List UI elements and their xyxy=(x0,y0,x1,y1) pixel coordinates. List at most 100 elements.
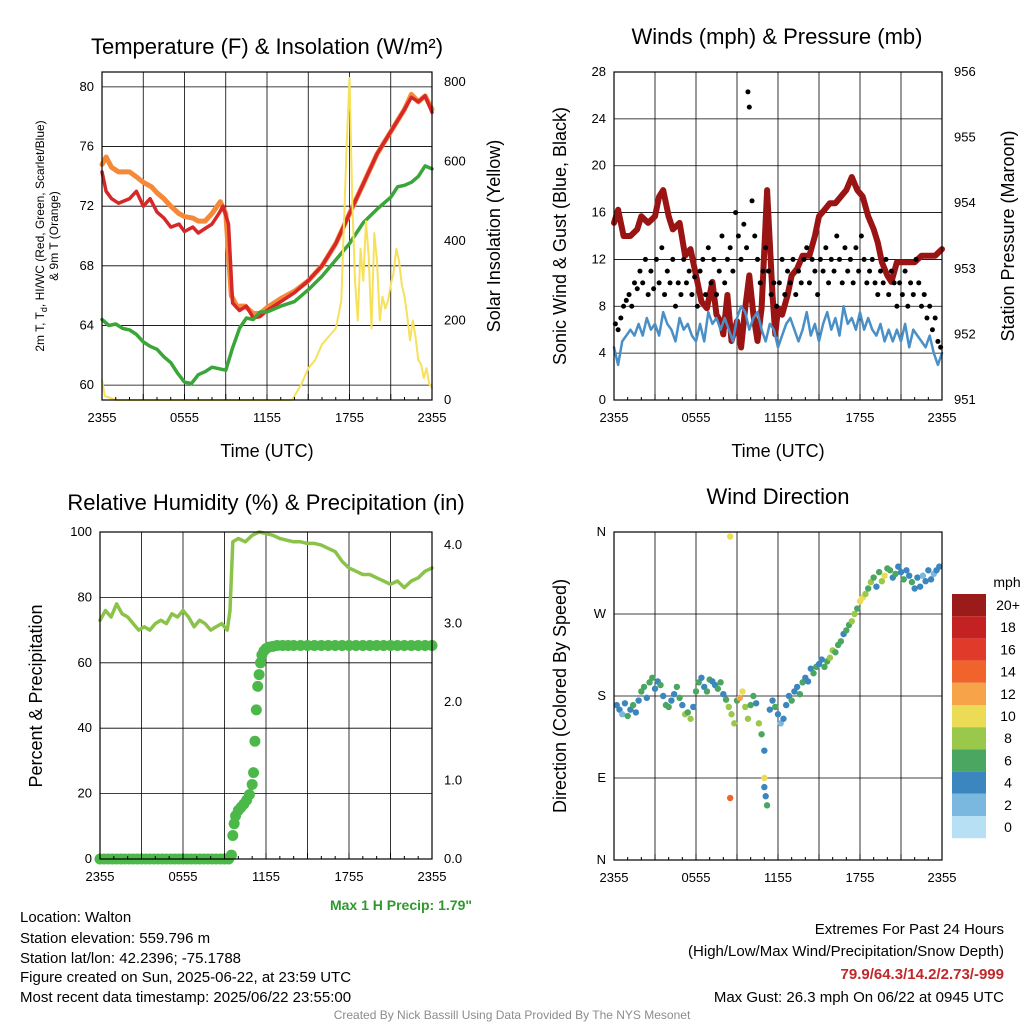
direction-point xyxy=(862,590,869,598)
temp-ylabel: 2m T, Td, HI/WC (Red, Green, Scarlet/Blu… xyxy=(33,120,49,351)
gust-point xyxy=(662,292,668,298)
gust-point xyxy=(642,256,648,262)
precip-point xyxy=(253,669,265,681)
rh-panel: Relative Humidity (%) & Precipitation (i… xyxy=(26,490,472,913)
precip-point xyxy=(249,735,261,747)
y2-tick-label: 400 xyxy=(444,233,466,248)
x-tick-label: 0555 xyxy=(170,410,199,425)
x-tick-label: 2355 xyxy=(86,869,115,884)
y-tick-label: N xyxy=(597,524,606,539)
direction-point xyxy=(758,731,765,738)
gust-point xyxy=(632,280,637,286)
gust-point xyxy=(618,315,624,321)
direction-point xyxy=(632,709,640,716)
gust-point xyxy=(817,256,823,262)
direction-point xyxy=(848,618,855,625)
gust-point xyxy=(694,303,700,309)
gust-point xyxy=(771,280,777,286)
extremes-gust: Max Gust: 26.3 mph On 06/22 at 0945 UTC xyxy=(714,989,1004,1006)
legend-label: 12 xyxy=(1000,686,1016,702)
direction-point xyxy=(670,690,678,698)
wind-grid xyxy=(614,71,942,401)
direction-point xyxy=(752,700,760,707)
direction-point xyxy=(878,578,886,585)
extremes-heading: Extremes For Past 24 Hours xyxy=(815,921,1004,938)
gust-point xyxy=(681,256,687,262)
y-tick-label: 0 xyxy=(599,392,606,407)
gust-point xyxy=(711,256,717,262)
direction-point xyxy=(810,670,817,677)
temp-ylabel-part1: 2m T, T xyxy=(33,311,47,351)
gust-point xyxy=(683,280,689,286)
temp-grid xyxy=(102,72,432,400)
legend-label: 2 xyxy=(1004,797,1012,813)
gust-point xyxy=(828,256,834,262)
gust-point xyxy=(716,268,722,274)
rh-plot-area xyxy=(94,530,438,865)
gust-point xyxy=(744,245,750,251)
gust-point xyxy=(760,268,766,274)
gust-point xyxy=(738,256,744,262)
gust-point xyxy=(763,245,769,251)
gust-point xyxy=(801,256,807,262)
gust-point xyxy=(812,268,818,274)
gust-point xyxy=(651,286,657,292)
y2-tick-label: 3.0 xyxy=(444,616,462,631)
temp-ylabel-part1b: , HI/WC (Red, Green, Scarlet/Blue) xyxy=(33,120,47,307)
direction-point xyxy=(640,683,648,691)
rh-ticks: 2355 0555 1155 1755 2355 0 20 40 60 80 100 0.0 1.0 2.… xyxy=(70,524,462,884)
gust-point xyxy=(809,256,815,262)
extremes-values: 79.9/64.3/14.2/2.73/-999 xyxy=(841,966,1004,983)
legend-label: 14 xyxy=(1000,664,1016,680)
direction-point xyxy=(804,678,812,685)
legend-swatch xyxy=(952,727,986,750)
gust-point xyxy=(703,292,709,298)
direction-point xyxy=(717,679,724,686)
gust-point xyxy=(670,256,676,262)
gust-point xyxy=(880,280,886,286)
info-latlon: Station lat/lon: 42.2396; -75.1788 xyxy=(20,950,241,967)
gust-point xyxy=(785,268,791,274)
y2-tick-label: 0.0 xyxy=(444,851,462,866)
direction-point xyxy=(742,703,749,711)
y2-tick-label: 953 xyxy=(954,261,976,276)
legend-label: 4 xyxy=(1004,775,1012,791)
wind-ylabel: Sonic Wind & Gust (Blue, Black) xyxy=(550,107,570,365)
direction-point xyxy=(747,701,754,709)
wind-line xyxy=(612,305,944,367)
x-tick-label: 2355 xyxy=(88,410,117,425)
direction-point xyxy=(906,572,913,579)
gust-point xyxy=(714,292,719,298)
direction-point xyxy=(673,683,681,691)
gust-point xyxy=(678,292,684,298)
gust-point xyxy=(697,268,703,274)
y-tick-label: 80 xyxy=(78,589,92,604)
gust-point xyxy=(667,280,673,286)
legend-label: 20+ xyxy=(996,597,1020,613)
y2-tick-label: 954 xyxy=(954,195,976,210)
direction-point xyxy=(936,563,943,570)
legend-swatch xyxy=(952,616,986,639)
gust-point xyxy=(793,292,799,298)
direction-point xyxy=(916,583,924,590)
extremes-box: Extremes For Past 24 Hours (High/Low/Max… xyxy=(688,921,1004,1006)
precip-series xyxy=(94,640,438,865)
direction-point xyxy=(761,747,768,754)
precip-point xyxy=(227,829,239,841)
x-tick-label: 0555 xyxy=(682,410,711,425)
wind-ticks: 2355 0555 1155 1755 2355 0 4 8 12 16 20 24 28 951 952 9… xyxy=(592,64,976,425)
gust-point xyxy=(902,268,908,274)
direction-point xyxy=(873,583,880,590)
legend-swatch xyxy=(952,682,986,705)
y-tick-label: 60 xyxy=(78,655,92,670)
y2-tick-label: 1.0 xyxy=(444,773,462,788)
gust-point xyxy=(730,268,736,274)
direction-ticks: 2355 0555 1155 1755 2355 N E S W N xyxy=(594,524,957,885)
rh-panel-title: Relative Humidity (%) & Precipitation (i… xyxy=(67,490,464,515)
wind-xlabel: Time (UTC) xyxy=(731,441,824,461)
direction-point xyxy=(687,715,694,722)
direction-point xyxy=(875,568,883,576)
direction-point xyxy=(660,692,667,700)
gust-point xyxy=(776,280,782,286)
precip-point xyxy=(248,767,260,779)
